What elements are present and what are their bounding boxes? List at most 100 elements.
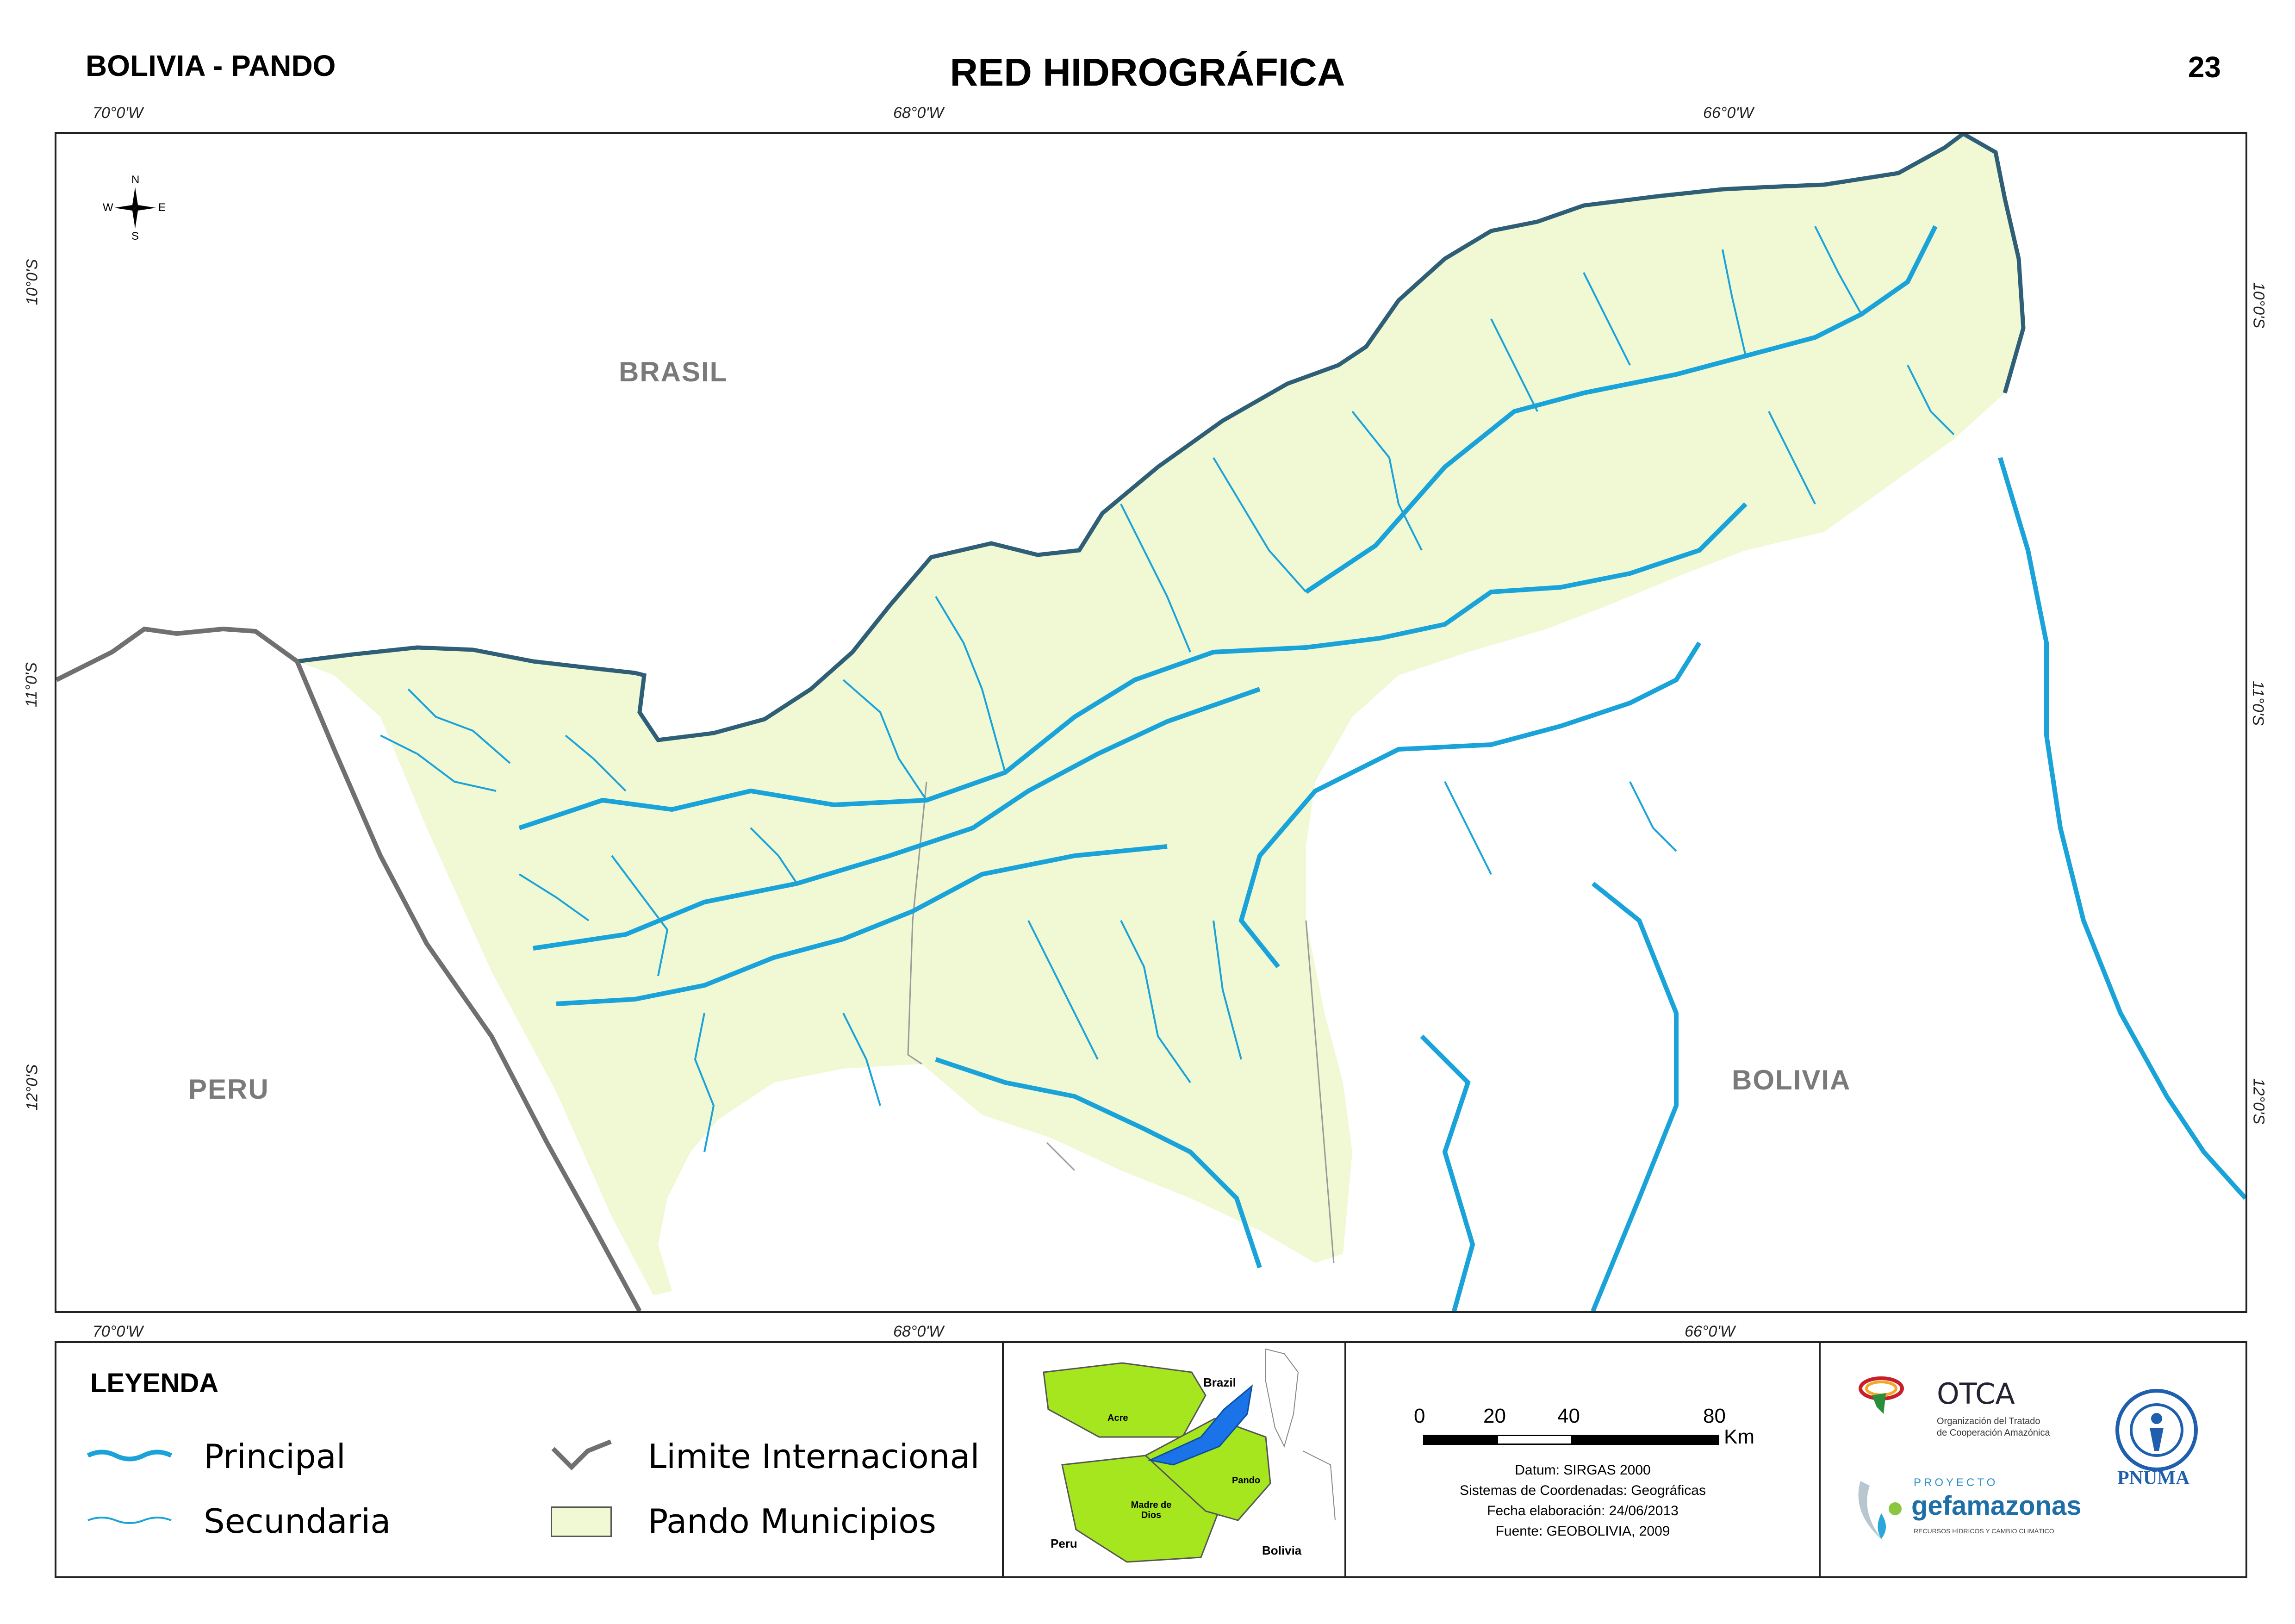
legend-title: LEYENDA (90, 1368, 219, 1398)
river-secondary (1490, 318, 1538, 412)
lon-label-bottom-70: 70°0'W (93, 1323, 143, 1340)
south-label: S (131, 230, 139, 243)
river-manuripi (556, 844, 1168, 1006)
location-inset-map: Brazil Acre Pando Madre de Dios Peru Bol… (1007, 1344, 1342, 1576)
panel-divider (1002, 1341, 1004, 1578)
municipal-limit-line (907, 781, 1335, 1263)
lon-label-bottom-68: 68°0'W (893, 1323, 944, 1340)
inset-label-acre: Acre (1107, 1413, 1128, 1423)
lat-label-left-11: 11°0'S (22, 662, 40, 707)
principal-river-symbol (87, 1450, 173, 1462)
country-label-bolivia: BOLIVIA (1732, 1064, 1851, 1095)
river-secondary (1768, 411, 1816, 504)
river-secondary (1722, 249, 1747, 356)
municipios-symbol (551, 1506, 612, 1537)
country-label-brasil: BRASIL (619, 356, 728, 387)
east-label: E (158, 201, 166, 214)
river-secondary (380, 734, 497, 792)
inset-label-bolivia: Bolivia (1262, 1543, 1302, 1557)
river-secondary (565, 734, 627, 792)
coordinate-system-text: Sistemas de Coordenadas: Geográficas (1460, 1483, 1706, 1498)
legend-municipios-label: Pando Municipios (648, 1502, 936, 1541)
river-secondary (407, 688, 511, 764)
lon-label-top-66: 66°0'W (1703, 104, 1754, 122)
river-madre-de-dios (1238, 641, 1702, 969)
scale-tick-0: 0 (1414, 1405, 1425, 1427)
river-secondary (750, 827, 798, 884)
scale-tick-20: 20 (1483, 1405, 1506, 1427)
legend-secundaria-label: Secundaria (204, 1502, 391, 1541)
country-label-peru: PERU (188, 1074, 269, 1105)
panel-divider (1819, 1341, 1821, 1578)
river-abuna (1305, 225, 1938, 594)
proyecto-label: PROYECTO (1914, 1476, 1998, 1489)
map-frame: N S E W BRASIL PERU BOLIVIA (55, 132, 2247, 1313)
pando-department-area (297, 134, 2023, 1295)
river-secondary (1213, 457, 1307, 593)
scale-unit: Km (1724, 1425, 1754, 1448)
inset-label-brazil: Brazil (1203, 1375, 1236, 1389)
river-east-south (1591, 882, 1679, 1311)
river-secondary (1213, 920, 1242, 1060)
river-secondary (1814, 226, 1862, 315)
inset-label-pando: Pando (1232, 1475, 1261, 1486)
brazil-border-line (297, 134, 2026, 742)
pnuma-emblem-icon (2113, 1386, 2201, 1474)
river-secondary (1120, 504, 1191, 653)
otca-name: OTCA (1937, 1377, 2015, 1411)
secondary-rivers (380, 226, 1955, 1152)
lat-label-left-12: 12°0'S (23, 1064, 41, 1111)
lon-label-top-70: 70°0'W (93, 104, 143, 122)
gefamazonas-subtitle: RECURSOS HÍDRICOS Y CAMBIO CLIMÁTICO (1914, 1527, 2054, 1535)
pnuma-name: PNUMA (2117, 1468, 2190, 1489)
secondary-river-symbol (87, 1517, 172, 1524)
river-secondary (518, 873, 590, 921)
legend-limite-label: Limite Internacional (648, 1437, 980, 1476)
river-secondary (1583, 272, 1631, 366)
map-title: RED HIDROGRÁFICA (950, 50, 1345, 94)
north-arrow-icon: N S E W (103, 174, 168, 243)
international-limit-line (56, 626, 642, 1311)
river-secondary (694, 1013, 715, 1152)
lat-label-right-11: 11°0'S (2249, 681, 2267, 726)
north-label: N (131, 174, 140, 186)
otca-subtitle-1: Organización del Tratado (1937, 1416, 2040, 1426)
elaboration-date-text: Fecha elaboración: 24/06/2013 (1487, 1503, 1679, 1518)
inset-canvas (1043, 1348, 1336, 1563)
principal-rivers (518, 225, 2245, 1311)
datum-text: Datum: SIRGAS 2000 (1515, 1462, 1651, 1478)
river-secondary (1027, 920, 1099, 1060)
river-secondary (935, 596, 1006, 773)
scale-tick-80: 80 (1703, 1405, 1726, 1427)
river-secondary (842, 1013, 881, 1106)
river-secondary (842, 679, 927, 801)
lon-label-top-68: 68°0'W (893, 104, 944, 122)
page-number: 23 (2188, 50, 2221, 84)
river-beni-south (1420, 1034, 1475, 1311)
map-region-label: BOLIVIA - PANDO (86, 49, 336, 82)
map-canvas (56, 134, 2245, 1311)
lat-label-right-10: 10°0'S (2250, 282, 2268, 329)
west-label: W (103, 201, 113, 214)
river-secondary (1351, 411, 1423, 551)
source-text: Fuente: GEOBOLIVIA, 2009 (1495, 1524, 1670, 1539)
river-secondary (1629, 781, 1677, 852)
otca-subtitle-2: de Cooperación Amazónica (1937, 1428, 2050, 1438)
gefamazonas-logo-icon (1851, 1476, 1911, 1546)
scale-tick-40: 40 (1557, 1405, 1580, 1427)
lon-label-bottom-66: 66°0'W (1685, 1323, 1735, 1340)
lat-label-left-10: 10°0'S (23, 259, 41, 305)
otca-logo-icon (1858, 1370, 1904, 1416)
inset-label-peru: Peru (1051, 1537, 1077, 1550)
river-secondary (1444, 781, 1492, 875)
river-orthon (518, 502, 1748, 830)
river-secondary (611, 855, 669, 977)
gefamazonas-name: gefamazonas (1911, 1491, 2082, 1521)
river-negro (935, 1057, 1262, 1269)
lat-label-right-12: 12°0'S (2250, 1078, 2268, 1125)
river-madeira-east (1998, 457, 2245, 1200)
inset-label-madre-de-dios: Madre de Dios (1131, 1500, 1172, 1520)
river-secondary (1120, 920, 1191, 1083)
river-tahuamanu (533, 687, 1261, 951)
scale-bar (1423, 1435, 1719, 1445)
